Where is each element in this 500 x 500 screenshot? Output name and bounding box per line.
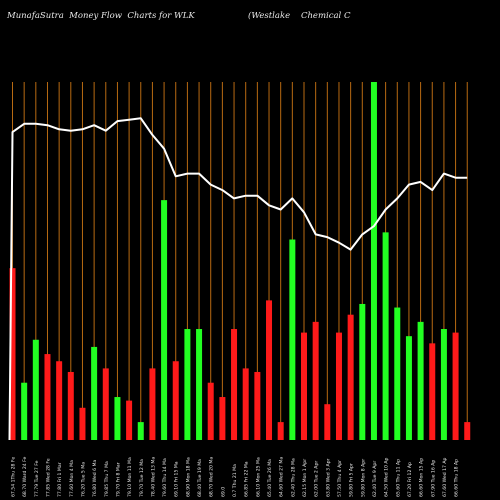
x-tick-label: 65.40 Tue 26 Ma: [267, 459, 273, 497]
x-tick-label: 64.50 Wed 10 Ap: [384, 457, 390, 497]
x-tick-label: 69.0: [220, 487, 226, 497]
money-flow-bar: [114, 397, 121, 440]
money-flow-bar: [32, 339, 39, 440]
x-tick-label: 67.20 Fri 12 Ap: [407, 462, 413, 497]
money-flow-bar: [126, 400, 133, 440]
x-tick-label: 79.70 Tue 12 Ma: [139, 459, 145, 497]
x-tick-label: 64.60 Wed 27 Ma: [279, 457, 285, 497]
x-tick-label: 77.80 Fri 1 Mar: [57, 462, 63, 497]
chart-title: MunafaSutra Money Flow Charts for WLK: [7, 11, 195, 21]
x-tick-label: 77.85 Wed 28 Fe: [45, 458, 51, 497]
money-flow-bar: [429, 343, 436, 440]
money-flow-bar: [440, 329, 447, 440]
money-flow-bar: [312, 321, 319, 440]
x-tick-label: 77.79 Tue 27 Fe: [34, 460, 40, 497]
money-flow-bar: [67, 371, 74, 440]
x-tick-label: 57.50 Thu 4 Apr: [337, 460, 343, 497]
money-flow-bar: [452, 332, 459, 440]
x-tick-label: 59.80 Mon 8 Apr: [360, 459, 366, 497]
x-tick-label: 62.00 Tue 2 Apr: [314, 461, 320, 497]
money-flow-bars: [9, 82, 471, 440]
money-flow-bar: [464, 422, 471, 440]
x-tick-label: 79.70 Fri 8 Mar: [115, 462, 121, 497]
money-flow-bar: [196, 329, 203, 440]
x-tick-label: 68.90 Mon 18 Ma: [185, 457, 191, 497]
x-tick-label: 77.60 Mon 4 Ma: [69, 460, 75, 497]
money-flow-bar: [9, 268, 16, 440]
x-tick-label: 68.40 Tue 19 Ma: [197, 459, 203, 497]
money-flow-bar: [394, 307, 401, 440]
x-tick-label: 67.54 1Thu 28 Fe: [11, 457, 17, 497]
money-flow-bar: [137, 422, 144, 440]
money-flow-bar: [56, 361, 63, 440]
x-tick-label: 76.20 Tue 5 Ma: [80, 462, 86, 497]
x-tick-label: 63.80 Wed 3 Apr: [325, 458, 331, 497]
money-flow-bar: [231, 329, 238, 440]
money-flow-bar: [347, 314, 354, 440]
money-flow-bar: [91, 346, 98, 440]
x-tick-label: 0.7 Thu 21 Ma: [232, 464, 238, 497]
money-flow-bar: [405, 336, 412, 440]
x-tick-label: 62.15 Mon 1 Apr: [302, 459, 308, 497]
money-flow-bar: [301, 332, 307, 440]
x-tick-label: 78.40 Wed 13 Ma: [150, 457, 156, 497]
x-tick-label: 69.10 Fri 15 Ma: [174, 461, 180, 497]
money-flow-bar: [382, 232, 389, 440]
money-flow-bar: [79, 407, 86, 440]
x-tick-label: 67.60 Wed 17 Ap: [442, 457, 448, 497]
x-tick-label: 66.85 Fri 22 Ma: [244, 461, 250, 497]
money-flow-bar: [149, 368, 156, 440]
money-flow-bar: [370, 82, 377, 440]
money-flow-bar: [335, 332, 342, 440]
x-tick-label: 68.70 Ward 24 Fe: [22, 456, 28, 497]
x-tick-label: 66.60 Thu 18 Ap: [454, 459, 460, 497]
x-tick-label: 76.80 Wed 6 Ma: [92, 460, 98, 497]
price-line: [8, 117, 468, 441]
money-flow-bar: [172, 361, 179, 440]
x-tick-label: 68.70 Wed 20 Ma: [209, 457, 215, 497]
money-flow-bar: [219, 397, 226, 440]
money-flow-bar: [21, 382, 28, 440]
x-tick-label: 66.10 Mon 25 Ma: [255, 457, 261, 497]
x-tick-label: 65.60 Thu 11 Ap: [395, 459, 401, 497]
x-tick-label: 66.60 Mon 15 Ap: [419, 458, 425, 497]
money-flow-bar: [417, 321, 424, 440]
money-flow-bar: [277, 422, 284, 440]
money-flow-bar: [44, 354, 51, 440]
money-flow-bar: [254, 371, 261, 440]
chart-subtitle: (Westlake Chemical C: [248, 11, 351, 21]
x-tick-label: 67.90 Tue 16 Ap: [430, 460, 436, 497]
money-flow-bar: [207, 382, 214, 440]
price-line-layer: [8, 117, 468, 441]
money-flow-bar: [359, 303, 366, 440]
money-flow-bar: [289, 239, 296, 440]
money-flow-bar: [266, 300, 273, 440]
x-tick-labels: 67.54 1Thu 28 Fe 68.70 Ward 24 Fe 77.79 Tu…: [11, 456, 460, 497]
x-tick-label: 62.40 Thu 28 Ma: [290, 458, 296, 497]
money-flow-bar: [161, 200, 168, 440]
money-flow-bar: [102, 368, 109, 440]
x-tick-label: 79.10 Mon 11 Ma: [127, 457, 133, 497]
x-tick-label: 59.80 Fri 5 Apr: [349, 463, 355, 497]
x-tick-label: 79.85 Thu 7 Ma: [104, 461, 110, 497]
x-tick-label: 79.60 Thu 14 Ma: [162, 458, 168, 497]
x-tick-label: 62.40 Tue 9 Apr: [372, 461, 378, 497]
money-flow-bar: [242, 368, 249, 440]
money-flow-bar: [324, 404, 331, 440]
money-flow-bar: [184, 329, 191, 440]
